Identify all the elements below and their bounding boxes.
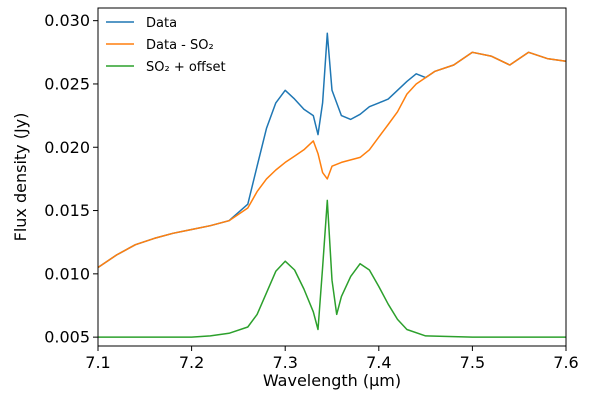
series-layer [97, 32, 567, 338]
plot-frame [97, 7, 567, 347]
x-tick-label: 7.2 [179, 353, 204, 372]
y-axis: 0.005 0.010 0.015 0.020 0.025 0.030 [44, 11, 98, 347]
x-tick-label: 7.3 [272, 353, 297, 372]
x-axis-label: Wavelength (μm) [263, 371, 401, 390]
legend-label-0: Data [146, 16, 177, 31]
series-line-1 [97, 51, 567, 269]
legend: Data Data - SO₂ SO₂ + offset [106, 16, 226, 75]
y-tick-label: 0.005 [44, 328, 90, 347]
x-tick-label: 7.6 [553, 353, 578, 372]
y-tick-label: 0.025 [44, 74, 90, 93]
y-axis-label: Flux density (Jy) [11, 113, 30, 242]
series-line-2 [98, 199, 566, 338]
x-axis: 7.1 7.2 7.3 7.4 7.5 7.6 [85, 346, 579, 372]
legend-label-1: Data - SO₂ [146, 38, 214, 53]
y-tick-label: 0.030 [44, 11, 90, 30]
x-tick-label: 7.5 [460, 353, 485, 372]
y-tick-label: 0.015 [44, 201, 90, 220]
legend-label-2: SO₂ + offset [146, 60, 226, 75]
y-tick-label: 0.010 [44, 264, 90, 283]
x-tick-label: 7.4 [366, 353, 391, 372]
x-tick-label: 7.1 [85, 353, 110, 372]
y-tick-label: 0.020 [44, 138, 90, 157]
